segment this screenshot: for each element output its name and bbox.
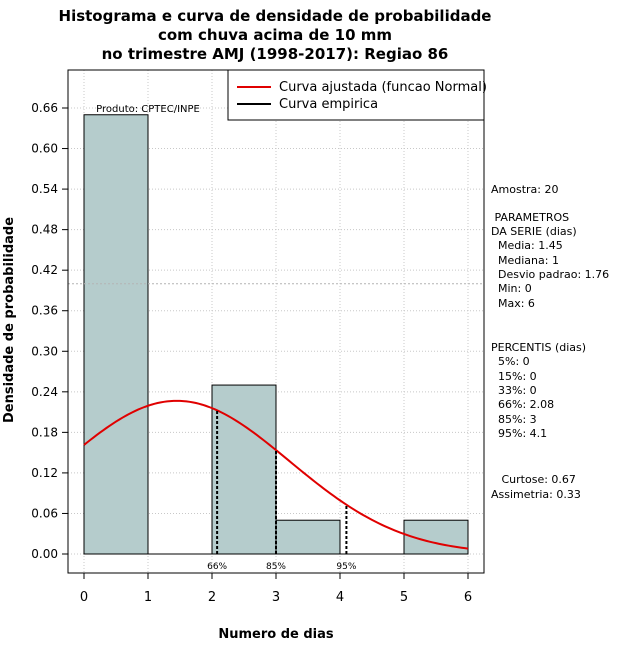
stat-min: Min: 0 <box>491 282 532 295</box>
y-tick-label: 0.48 <box>31 223 58 237</box>
stat-p66: 66%: 2.08 <box>491 398 555 411</box>
x-tick-label: 6 <box>464 590 472 605</box>
axes: 0 1 2 3 4 5 6 0.00 0.06 0.12 0.18 0.24 0.30 0.36 0.42 0… <box>31 69 485 605</box>
y-tick-label: 0.30 <box>31 344 58 358</box>
stat-p5: 5%: 0 <box>491 355 530 368</box>
y-tick-label: 0.24 <box>31 385 58 399</box>
stat-media: Media: 1.45 <box>491 239 563 252</box>
params-title-2: DA SERIE (dias) <box>491 225 577 238</box>
percentile-label-0: 66% <box>207 562 227 572</box>
x-tick-label: 0 <box>80 590 88 605</box>
normal-curve-path <box>83 399 469 550</box>
x-axis-label: Numero de dias <box>218 627 334 642</box>
percentile-label-1: 85% <box>266 562 286 572</box>
stat-desvio: Desvio padrao: 1.76 <box>491 268 610 281</box>
stat-amostra: Amostra: 20 <box>491 183 559 196</box>
chart-title-line-1: Histograma e curva de densidade de proba… <box>59 7 492 25</box>
y-axis-label: Densidade de probabilidade <box>2 217 17 423</box>
legend-label-normal: Curva ajustada (funcao Normal) <box>279 80 487 95</box>
stat-p15: 15%: 0 <box>491 370 537 383</box>
y-tick-label: 0.06 <box>31 506 58 520</box>
y-tick-label: 0.54 <box>31 182 58 196</box>
y-tick-label: 0.66 <box>31 101 58 115</box>
y-tick-label: 0.42 <box>31 263 58 277</box>
y-tick-label: 0.18 <box>31 425 58 439</box>
chart-title-line-3: no trimestre AMJ (1998-2017): Regiao 86 <box>102 45 449 63</box>
stat-mediana: Mediana: 1 <box>491 254 559 267</box>
histogram-bar-3 <box>275 519 341 555</box>
stat-p95: 95%: 4.1 <box>491 427 548 440</box>
stat-curtose: Curtose: 0.67 <box>491 473 576 486</box>
params-title-1: PARAMETROS <box>491 211 570 224</box>
x-tick-label: 1 <box>144 590 152 605</box>
stat-p33: 33%: 0 <box>491 384 537 397</box>
legend-label-empirical: Curva empirica <box>279 97 378 112</box>
histogram-bar-2 <box>211 384 277 555</box>
percentile-markers: 66% 85% 95% <box>207 410 357 572</box>
product-label: Produto: CPTEC/INPE <box>96 104 200 115</box>
y-tick-label: 0.36 <box>31 304 58 318</box>
x-tick-label: 5 <box>400 590 408 605</box>
histogram-bar-0 <box>83 114 149 555</box>
x-tick-label: 3 <box>272 590 280 605</box>
stat-p85: 85%: 3 <box>491 413 537 426</box>
y-tick-label: 0.60 <box>31 142 58 156</box>
percentis-title: PERCENTIS (dias) <box>491 341 587 354</box>
y-tick-label: 0.00 <box>31 547 58 561</box>
chart-title-line-2: com chuva acima de 10 mm <box>158 26 392 44</box>
y-tick-label: 0.12 <box>31 466 58 480</box>
x-tick-label: 2 <box>208 590 216 605</box>
x-tick-label: 4 <box>336 590 344 605</box>
legend: Curva ajustada (funcao Normal) Curva emp… <box>227 69 487 121</box>
stat-assimetria: Assimetria: 0.33 <box>491 488 581 501</box>
legend-box <box>227 69 485 121</box>
normal-curve <box>83 399 469 550</box>
stat-max: Max: 6 <box>491 297 535 310</box>
percentile-label-2: 95% <box>336 562 356 572</box>
